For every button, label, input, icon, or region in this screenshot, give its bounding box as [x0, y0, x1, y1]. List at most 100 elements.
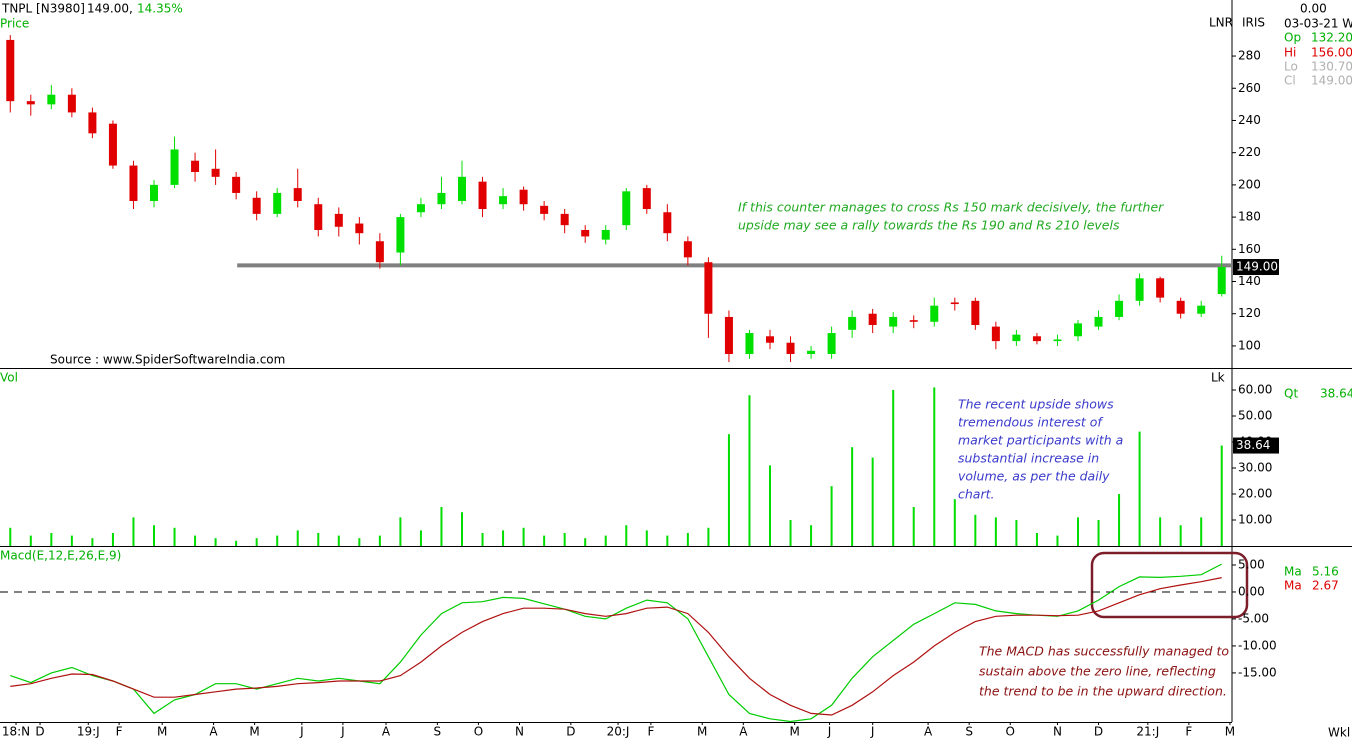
panel-title: Macd(E,12,E,26,E,9): [0, 549, 121, 563]
volume-bar: [50, 533, 53, 546]
y-tick-label: 160: [1238, 242, 1261, 256]
candle-body: [560, 213, 569, 226]
volume-bar: [481, 533, 484, 546]
info-val: 132.20: [1311, 31, 1352, 45]
candle-body: [396, 217, 405, 253]
volume-bar: [892, 390, 895, 546]
candle-body: [991, 326, 1000, 342]
candle-body: [807, 350, 816, 354]
candle-body: [971, 300, 980, 325]
legend-val: 38.64: [1320, 387, 1352, 401]
candle-body: [704, 262, 713, 314]
y-tick-label: 0.00: [1238, 584, 1265, 598]
x-tick-label: J: [299, 725, 304, 739]
candle-body: [232, 176, 241, 193]
candle-body: [1074, 323, 1082, 337]
x-tick-label: M: [789, 725, 799, 739]
volume-tag: 38.64: [1236, 438, 1270, 452]
annotation: The MACD has successfully managed to: [979, 644, 1229, 659]
candle-body: [622, 191, 631, 226]
volume-bar: [1015, 520, 1018, 546]
volume-bar: [235, 540, 238, 546]
volume-tag-box: [1233, 437, 1279, 454]
volume-bar: [1035, 533, 1038, 546]
x-tick-label: M: [249, 725, 259, 739]
y-tick-label: 180: [1238, 210, 1261, 224]
candle-body: [1094, 316, 1103, 327]
volume-bar: [296, 530, 299, 546]
y-tick-label: 20.00: [1238, 487, 1272, 501]
volume-bar: [563, 533, 566, 546]
candle-body: [766, 336, 774, 343]
candle-body: [519, 189, 528, 205]
volume-bar: [1220, 445, 1223, 546]
candle-body: [252, 197, 261, 214]
y-tick-label: 120: [1238, 306, 1261, 320]
candle-body: [950, 302, 959, 305]
candle-body: [1053, 339, 1062, 342]
y-tick-label: -10.00: [1238, 638, 1277, 652]
candle-body: [1115, 300, 1124, 317]
x-tick-label: J: [340, 725, 345, 739]
candle-body: [581, 229, 590, 237]
x-tick-label: F: [116, 725, 123, 739]
info-key: Lo: [1284, 60, 1298, 74]
volume-bar: [871, 457, 874, 546]
x-tick-label: O: [1006, 725, 1015, 739]
volume-bar: [419, 530, 422, 546]
x-tick-label: J: [827, 725, 832, 739]
volume-bar: [317, 533, 320, 546]
candle-body: [6, 39, 15, 102]
right-label: IRIS: [1242, 16, 1265, 30]
price-label: Price: [0, 17, 29, 31]
candle-body: [1032, 336, 1041, 342]
volume-bar: [132, 517, 135, 546]
volume-bar: [1056, 535, 1059, 546]
candle-body: [108, 123, 117, 166]
candle-body: [211, 168, 220, 177]
candle-body: [1135, 278, 1144, 301]
volume-bar: [1200, 517, 1203, 546]
candle-body: [1176, 300, 1185, 314]
volume-bar: [953, 499, 956, 546]
x-tick-label: M: [157, 725, 167, 739]
candle-body: [293, 188, 302, 201]
volume-bar: [91, 538, 94, 546]
volume-bar: [994, 517, 997, 546]
candle-body: [67, 94, 76, 113]
macd-line: [10, 563, 1222, 723]
x-tick-label: M: [697, 725, 707, 739]
y-tick-label: 5.00: [1238, 557, 1265, 571]
x-tick-label: A: [739, 725, 748, 739]
volume-bar: [337, 535, 340, 546]
candle-body: [1012, 334, 1021, 342]
volume-bar: [276, 535, 279, 546]
y-tick-label: 50.00: [1238, 409, 1272, 423]
x-tick-label: D: [1094, 725, 1103, 739]
annotation: chart.: [958, 487, 994, 502]
volume-bar: [70, 535, 73, 546]
volume-bar: [727, 434, 730, 546]
volume-bar: [378, 535, 381, 546]
annotation: If this counter manages to cross Rs 150 …: [738, 200, 1164, 215]
y-tick-label: 10.00: [1238, 513, 1272, 527]
x-tick-label: 18:N: [2, 725, 30, 739]
volume-bar: [830, 486, 833, 546]
candle-body: [499, 196, 508, 205]
volume-bar: [604, 535, 607, 546]
candle-body: [683, 241, 692, 258]
annotation: sustain above the zero line, reflecting: [979, 664, 1216, 679]
y-tick-label: 60.00: [1238, 383, 1272, 397]
right-label: LNR: [1209, 16, 1233, 30]
highlight-box: [1090, 551, 1249, 619]
y-tick-label: 30.00: [1238, 461, 1272, 475]
volume-bar: [522, 527, 525, 546]
volume-bar: [810, 525, 813, 546]
candle-body: [88, 112, 97, 134]
candle-body: [437, 192, 446, 205]
annotation: market participants with a: [958, 433, 1123, 448]
candle-body: [458, 176, 466, 201]
y-tick-label: 260: [1238, 81, 1261, 95]
y-tick-label: 100: [1238, 338, 1261, 352]
y-tick-label: 220: [1238, 145, 1261, 159]
